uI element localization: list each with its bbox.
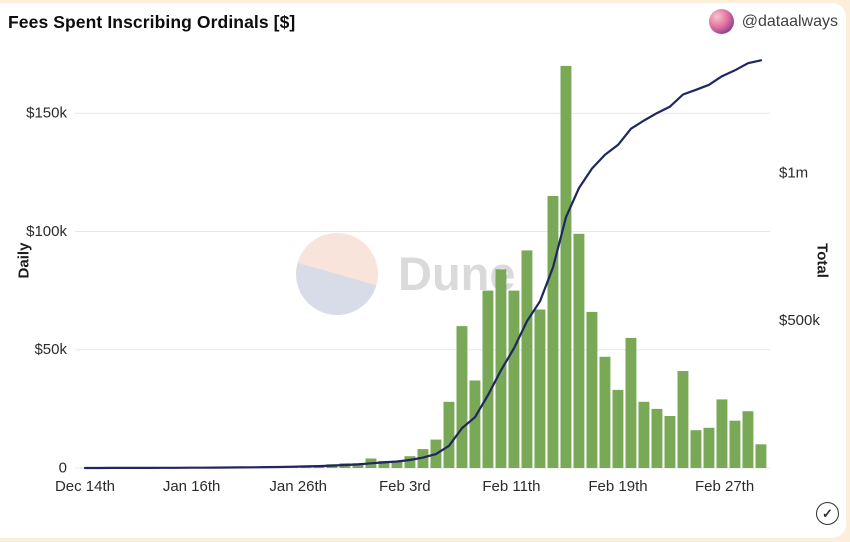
daily-fees-bar bbox=[378, 460, 390, 468]
author-badge[interactable]: @dataalways bbox=[708, 9, 838, 34]
x-axis-tick-label: Feb 27th bbox=[695, 478, 754, 495]
daily-fees-bar bbox=[651, 408, 663, 468]
right-axis-title: Total bbox=[813, 243, 831, 278]
daily-fees-bar bbox=[560, 65, 572, 469]
x-axis-tick-label: Feb 11th bbox=[482, 478, 540, 495]
daily-fees-bar bbox=[664, 416, 676, 468]
daily-fees-bar bbox=[690, 430, 702, 468]
x-axis-tick-label: Dec 14th bbox=[55, 478, 115, 495]
right-axis-tick-label: $500k bbox=[779, 312, 820, 329]
daily-fees-bar bbox=[703, 427, 715, 468]
daily-fees-bar bbox=[547, 196, 559, 468]
daily-fees-bar bbox=[599, 356, 611, 468]
x-axis-tick-label: Jan 16th bbox=[163, 478, 221, 495]
left-axis-tick-label: 0 bbox=[59, 460, 67, 477]
cumulative-total-line bbox=[83, 59, 763, 470]
daily-fees-bar bbox=[391, 460, 403, 468]
daily-fees-bar bbox=[352, 463, 364, 468]
daily-fees-bar bbox=[677, 371, 689, 468]
daily-fees-bar bbox=[586, 311, 598, 468]
dune-logo-pie-icon bbox=[296, 233, 378, 315]
daily-fees-bar bbox=[729, 420, 741, 468]
x-axis-tick-label: Feb 19th bbox=[588, 478, 647, 495]
daily-fees-bar bbox=[443, 401, 455, 468]
verified-check-icon[interactable]: ✓ bbox=[816, 502, 839, 525]
daily-fees-bar bbox=[625, 337, 637, 468]
daily-fees-bar bbox=[534, 309, 546, 468]
daily-fees-bar bbox=[456, 326, 468, 468]
daily-fees-bar bbox=[755, 444, 767, 468]
left-axis-tick-label: $150k bbox=[26, 105, 67, 122]
daily-fees-bar bbox=[469, 380, 481, 468]
avatar bbox=[708, 9, 734, 34]
daily-fees-bar bbox=[638, 401, 650, 468]
right-axis-tick-label: $1m bbox=[779, 165, 808, 182]
daily-fees-bar bbox=[573, 233, 585, 468]
daily-fees-bar bbox=[404, 456, 416, 468]
daily-fees-bar bbox=[742, 411, 754, 468]
left-axis-tick-label: $100k bbox=[26, 223, 67, 240]
daily-fees-bar bbox=[508, 290, 520, 468]
daily-fees-bar bbox=[716, 399, 728, 468]
daily-fees-bar bbox=[482, 290, 494, 468]
left-axis-title: Daily bbox=[15, 242, 33, 279]
x-axis-tick-label: Jan 26th bbox=[269, 478, 327, 495]
left-axis-tick-label: $50k bbox=[34, 341, 67, 358]
author-handle: @dataalways bbox=[741, 12, 838, 30]
x-axis-tick-label: Feb 3rd bbox=[379, 478, 431, 495]
daily-fees-bar bbox=[612, 389, 624, 468]
chart-title: Fees Spent Inscribing Ordinals [$] bbox=[8, 12, 296, 32]
daily-fees-bar bbox=[521, 250, 533, 468]
